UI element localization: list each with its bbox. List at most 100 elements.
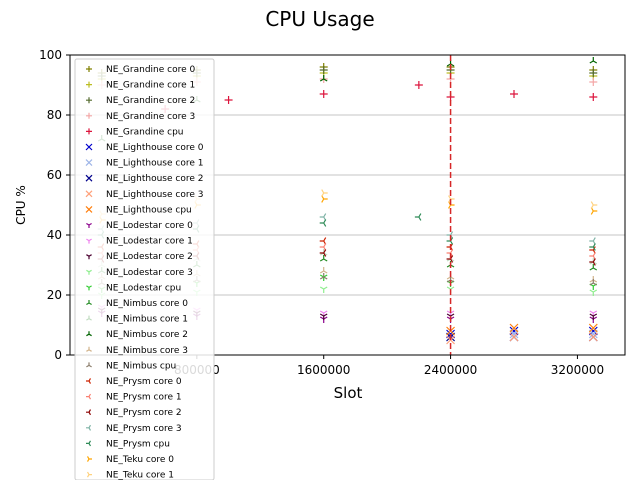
data-point <box>319 237 327 245</box>
legend-label: NE_Teku core 1 <box>106 471 174 480</box>
data-point <box>319 249 327 257</box>
legend-marker <box>86 440 92 447</box>
legend-marker <box>86 285 92 291</box>
data-point <box>446 249 454 257</box>
data-point <box>589 252 596 260</box>
legend: NE_Grandine core 0 NE_Grandine core 1 NE_G… <box>74 58 215 481</box>
legend-label: NE_Prysm core 2 <box>106 408 182 418</box>
legend-label: NE_Lighthouse core 3 <box>106 190 203 200</box>
legend-marker <box>86 315 92 321</box>
legend-marker <box>86 362 92 368</box>
legend-label: NE_Lighthouse core 0 <box>106 143 204 153</box>
data-point <box>509 332 519 342</box>
legend-marker <box>86 393 92 400</box>
data-point <box>509 323 519 333</box>
legend-label: NE_Lodestar core 1 <box>106 237 193 247</box>
data-point <box>589 279 598 286</box>
legend-label: NE_Lighthouse core 2 <box>106 174 203 184</box>
data-point <box>589 264 598 271</box>
data-point <box>589 243 596 251</box>
data-point <box>589 237 596 245</box>
legend-marker <box>86 66 92 72</box>
legend-label: NE_Lighthouse cpu <box>106 205 192 215</box>
x-axis-label: Slot <box>334 384 363 402</box>
y-tick-label: 80 <box>47 108 62 122</box>
plot-border <box>69 54 626 356</box>
data-point <box>321 195 328 203</box>
legend-label: NE_Nimbus cpu <box>106 361 176 371</box>
data-point <box>319 219 327 227</box>
x-tick-label: 3200000 <box>551 363 604 377</box>
legend-label: NE_Grandine cpu <box>106 127 184 137</box>
legend-label: NE_Grandine core 0 <box>106 65 195 75</box>
legend-label: NE_Grandine core 1 <box>106 81 195 91</box>
legend-label: NE_Lodestar cpu <box>106 283 181 293</box>
legend-marker <box>86 409 92 416</box>
legend-marker <box>86 254 92 260</box>
data-point <box>319 75 328 82</box>
legend-label: NE_Prysm core 3 <box>106 424 182 434</box>
x-tick-label: 2400000 <box>424 363 477 377</box>
legend-marker <box>86 300 92 306</box>
data-point <box>319 66 328 74</box>
data-point <box>446 243 454 251</box>
legend-label: NE_Grandine core 2 <box>106 96 195 106</box>
data-point <box>589 57 598 64</box>
legend-label: NE_Lodestar core 0 <box>106 221 193 231</box>
legend-marker <box>86 331 92 337</box>
data-point <box>224 96 233 104</box>
data-point <box>319 267 328 274</box>
y-tick-label: 100 <box>39 48 62 62</box>
x-tick-label: 1600000 <box>297 363 350 377</box>
plot-frame <box>69 54 626 356</box>
legend-marker <box>86 378 92 384</box>
data-point <box>319 286 328 293</box>
data-point <box>588 332 598 342</box>
legend-marker <box>86 456 92 462</box>
data-point <box>319 90 328 98</box>
y-axis-label: CPU % <box>14 185 28 225</box>
data-point <box>589 313 598 320</box>
data-point <box>589 289 598 296</box>
data-point <box>510 90 518 98</box>
data-point <box>589 93 598 101</box>
legend-marker <box>85 159 93 167</box>
legend-marker <box>86 238 92 244</box>
legend-label: NE_Lodestar core 2 <box>106 252 193 262</box>
data-point <box>414 81 423 89</box>
legend-label: NE_Prysm core 0 <box>106 377 182 387</box>
data-point <box>590 201 598 209</box>
legend-label: NE_Nimbus core 2 <box>106 330 188 340</box>
chart-title: CPU Usage <box>265 7 374 31</box>
data-point <box>319 273 328 280</box>
data-point <box>589 258 596 266</box>
legend-marker <box>85 143 93 151</box>
legend-marker <box>86 269 92 275</box>
legend-label: NE_Grandine core 3 <box>106 112 195 122</box>
data-point <box>319 213 327 221</box>
data-point <box>448 201 455 209</box>
legend-marker <box>85 190 93 198</box>
data-point <box>589 78 598 86</box>
legend-marker <box>86 128 92 135</box>
y-tick-label: 20 <box>47 288 62 302</box>
legend-label: NE_Nimbus core 1 <box>106 315 188 325</box>
legend-label: NE_Lodestar core 3 <box>106 268 193 278</box>
legend-marker <box>86 112 92 119</box>
legend-label: NE_Prysm core 1 <box>106 393 182 403</box>
data-point <box>319 255 328 262</box>
legend-label: NE_Prysm cpu <box>106 439 170 449</box>
y-tick-label: 0 <box>54 348 62 362</box>
legend-label: NE_Nimbus core 0 <box>106 299 188 309</box>
legend-marker <box>86 346 92 352</box>
y-tick-label: 40 <box>47 228 62 242</box>
legend-label: NE_Nimbus core 3 <box>106 346 188 356</box>
legend-marker <box>86 97 92 104</box>
legend-label: NE_Lighthouse core 1 <box>106 159 203 169</box>
data-point <box>321 189 328 197</box>
data-point <box>448 195 455 203</box>
data-point <box>319 313 328 320</box>
y-tick-label: 60 <box>47 168 62 182</box>
